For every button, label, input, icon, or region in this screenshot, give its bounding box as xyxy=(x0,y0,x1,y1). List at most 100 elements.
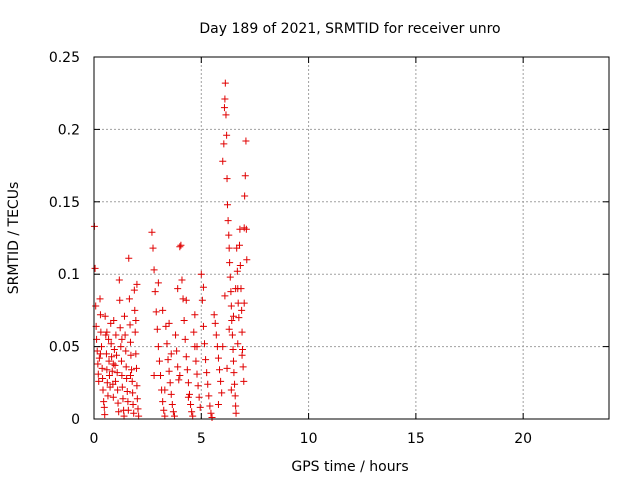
data-point xyxy=(133,395,141,403)
data-point xyxy=(102,331,110,339)
data-point xyxy=(238,328,246,336)
data-point xyxy=(130,409,138,417)
data-point xyxy=(224,217,232,225)
data-point xyxy=(242,137,250,145)
data-point xyxy=(96,295,104,303)
data-point xyxy=(94,360,102,368)
data-point xyxy=(240,377,248,385)
data-point xyxy=(111,377,119,385)
data-point xyxy=(174,285,182,293)
data-point xyxy=(130,286,138,294)
data-point xyxy=(226,273,234,281)
data-point xyxy=(153,325,161,333)
data-point xyxy=(191,311,199,319)
y-tick-label: 0 xyxy=(71,412,80,428)
data-point xyxy=(124,406,132,414)
data-point xyxy=(108,353,116,361)
data-point xyxy=(174,363,182,371)
data-point xyxy=(223,364,231,372)
data-point xyxy=(126,321,134,329)
data-point xyxy=(109,393,117,401)
data-point xyxy=(126,338,134,346)
x-tick-label: 15 xyxy=(407,431,425,447)
data-point xyxy=(110,317,118,325)
data-point xyxy=(216,366,224,374)
data-point xyxy=(120,412,128,420)
data-point xyxy=(230,369,238,377)
data-point xyxy=(184,393,192,401)
data-point xyxy=(134,405,142,413)
data-point xyxy=(132,350,140,358)
data-point xyxy=(99,374,107,382)
data-point xyxy=(241,172,249,180)
data-point xyxy=(228,317,236,325)
data-point xyxy=(176,243,184,251)
data-point xyxy=(163,340,171,348)
data-point xyxy=(107,340,115,348)
data-point xyxy=(103,366,111,374)
data-point xyxy=(102,350,110,358)
data-point xyxy=(133,382,141,390)
data-point xyxy=(207,409,215,417)
data-point xyxy=(231,392,239,400)
data-point xyxy=(198,296,206,304)
x-axis-label: GPS time / hours xyxy=(291,459,408,475)
data-point xyxy=(188,408,196,416)
data-point xyxy=(232,285,240,293)
data-point xyxy=(132,364,140,372)
data-point xyxy=(179,295,187,303)
data-point xyxy=(203,369,211,377)
data-point xyxy=(110,345,118,353)
data-point xyxy=(167,390,175,398)
data-point xyxy=(105,372,113,380)
data-point xyxy=(210,311,218,319)
data-point xyxy=(182,296,190,304)
data-point xyxy=(129,389,137,397)
data-point xyxy=(114,399,122,407)
data-point xyxy=(192,357,200,365)
data-point xyxy=(159,306,167,314)
data-point xyxy=(150,372,158,380)
data-point xyxy=(176,372,184,380)
x-tick-label: 5 xyxy=(197,431,206,447)
data-point xyxy=(94,370,102,378)
data-point xyxy=(229,357,237,365)
data-point xyxy=(101,312,109,320)
data-point xyxy=(122,363,130,371)
data-point xyxy=(205,392,213,400)
data-point xyxy=(160,406,168,414)
data-point xyxy=(180,317,188,325)
data-point xyxy=(184,379,192,387)
data-point xyxy=(103,379,111,387)
y-tick-label: 0.25 xyxy=(49,50,80,66)
data-point xyxy=(233,267,241,275)
data-point xyxy=(222,111,230,119)
data-point xyxy=(229,345,237,353)
data-point xyxy=(116,296,124,304)
data-point xyxy=(211,319,219,327)
data-point xyxy=(113,351,121,359)
data-point xyxy=(195,393,203,401)
x-tick-label: 0 xyxy=(90,431,99,447)
data-point xyxy=(135,412,143,420)
data-point xyxy=(214,354,222,362)
data-point xyxy=(169,408,177,416)
data-point xyxy=(231,380,239,388)
data-point xyxy=(238,306,246,314)
data-point xyxy=(223,131,231,139)
data-point xyxy=(232,402,240,410)
data-point xyxy=(177,241,185,249)
data-point xyxy=(167,350,175,358)
data-point xyxy=(242,225,250,233)
data-point xyxy=(181,335,189,343)
data-point xyxy=(208,414,216,422)
data-point xyxy=(234,299,242,307)
data-point xyxy=(236,262,244,270)
data-point xyxy=(117,343,125,351)
data-point xyxy=(105,335,113,343)
data-point xyxy=(201,340,209,348)
data-point xyxy=(183,366,191,374)
data-point xyxy=(125,254,133,262)
data-point xyxy=(232,409,240,417)
plot-frame xyxy=(93,56,610,420)
